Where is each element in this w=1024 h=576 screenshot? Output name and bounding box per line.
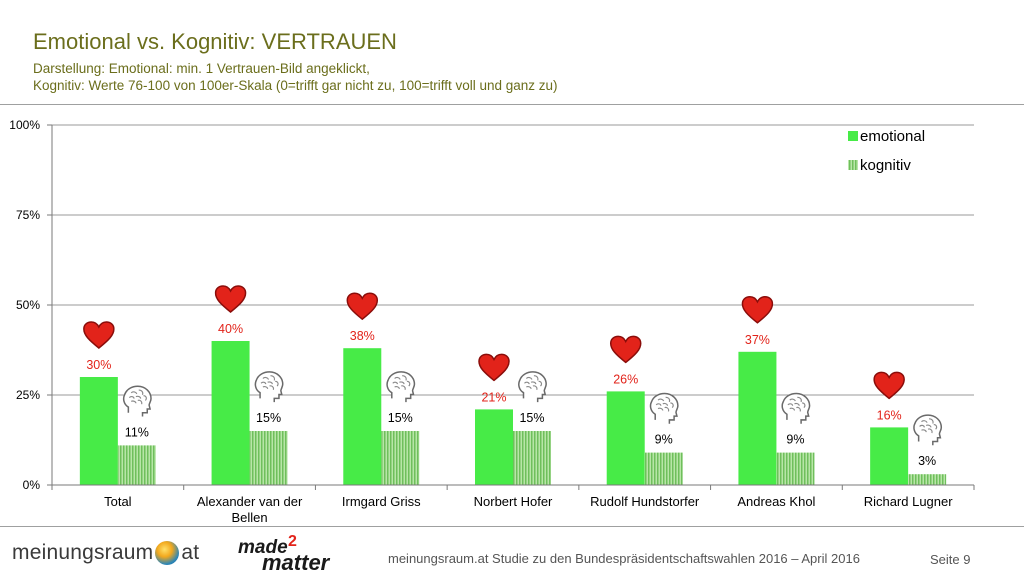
heart-icon: [83, 321, 115, 349]
page-number: Seite 9: [930, 552, 971, 567]
meinungsraum-logo: meinungsraum at: [12, 541, 199, 565]
logo-matter: matter: [262, 550, 330, 575]
brain-icon: [913, 414, 943, 447]
category-label: Total: [104, 494, 132, 509]
bar-chart: 30%11%40%15%38%15%21%15%26%9%37%9%16%3% …: [9, 118, 975, 525]
heart-icon: [214, 285, 247, 313]
y-tick-label: 100%: [9, 118, 40, 132]
category-label-line: Alexander van der: [197, 494, 303, 509]
brain-icon: [386, 371, 416, 403]
category-label: Irmgard Griss: [342, 494, 421, 509]
chart-subtitle: Darstellung: Emotional: min. 1 Vertrauen…: [33, 60, 558, 94]
bar-kognitiv: [776, 452, 815, 485]
category-label-line: Bellen: [232, 510, 268, 525]
logo-made: made: [238, 537, 288, 558]
legend-label-kognitiv: kognitiv: [860, 157, 911, 174]
top-divider: [0, 104, 1024, 105]
bottom-divider: [0, 526, 1024, 527]
bar-kognitiv: [513, 431, 551, 485]
bar-kognitiv: [644, 452, 683, 485]
y-tick-label: 25%: [16, 388, 40, 402]
subtitle-line-1: Darstellung: Emotional: min. 1 Vertrauen…: [33, 61, 370, 76]
logo-left-text-b: at: [181, 541, 200, 564]
bar-emotional: [606, 391, 645, 485]
bar-emotional: [738, 351, 777, 485]
category-label: Alexander van der Bellen: [197, 494, 303, 525]
kognitiv-value-label: 15%: [388, 411, 413, 425]
brain-icon: [254, 371, 284, 403]
legend-swatch-kognitiv: [848, 160, 858, 170]
logo-two: 2: [288, 533, 297, 550]
bar-emotional: [475, 409, 513, 485]
bar-kognitiv: [908, 474, 947, 485]
study-footer-text: meinungsraum.at Studie zu den Bundespräs…: [388, 551, 860, 566]
category-label: Rudolf Hundstorfer: [590, 494, 700, 509]
category-label-line: Irmgard Griss: [342, 494, 421, 509]
logo-left-text-a: meinungsraum: [12, 541, 154, 564]
bar-kognitiv: [381, 431, 420, 485]
kognitiv-value-label: 9%: [655, 433, 673, 447]
bar-kognitiv: [249, 431, 288, 485]
kognitiv-value-label: 9%: [786, 433, 804, 447]
y-tick-label: 75%: [16, 208, 40, 222]
emotional-value-label: 37%: [745, 333, 770, 347]
bar-emotional: [343, 348, 382, 485]
heart-icon: [478, 353, 510, 382]
brain-icon: [122, 385, 152, 418]
emotional-value-label: 38%: [350, 329, 375, 343]
category-label-line: Norbert Hofer: [474, 494, 553, 509]
emotional-value-label: 30%: [86, 358, 111, 372]
category-label-line: Andreas Khol: [737, 494, 815, 509]
legend-label-emotional: emotional: [860, 128, 925, 145]
emotional-value-label: 16%: [877, 408, 902, 422]
bar-emotional: [211, 341, 250, 485]
heart-icon: [741, 296, 774, 324]
brain-icon: [649, 392, 679, 425]
bar-emotional: [870, 427, 909, 485]
emotional-value-label: 40%: [218, 322, 243, 336]
category-label: Richard Lugner: [864, 494, 954, 509]
kognitiv-value-label: 15%: [256, 411, 281, 425]
category-label-line: Rudolf Hundstorfer: [590, 494, 700, 509]
legend-swatch-emotional: [848, 131, 858, 141]
bar-kognitiv: [117, 445, 156, 485]
category-label: Norbert Hofer: [474, 494, 553, 509]
heart-icon: [346, 292, 379, 320]
y-tick-label: 0%: [23, 478, 41, 492]
chart-title: Emotional vs. Kognitiv: VERTRAUEN: [33, 29, 397, 54]
category-label: Andreas Khol: [737, 494, 815, 509]
category-label-line: Total: [104, 494, 132, 509]
made2matter-logo: made 2 matter: [238, 533, 358, 575]
kognitiv-value-label: 15%: [519, 411, 544, 425]
emotional-value-label: 21%: [481, 390, 506, 404]
emotional-value-label: 26%: [613, 372, 638, 386]
globe-icon: [155, 541, 180, 565]
category-label-line: Richard Lugner: [864, 494, 954, 509]
kognitiv-value-label: 3%: [918, 454, 936, 468]
subtitle-line-2: Kognitiv: Werte 76-100 von 100er-Skala (…: [33, 78, 558, 93]
brain-icon: [781, 392, 811, 425]
kognitiv-value-label: 11%: [125, 425, 149, 439]
bar-emotional: [79, 377, 118, 485]
brain-icon: [518, 371, 547, 403]
heart-icon: [609, 335, 642, 364]
y-tick-label: 50%: [16, 298, 40, 312]
